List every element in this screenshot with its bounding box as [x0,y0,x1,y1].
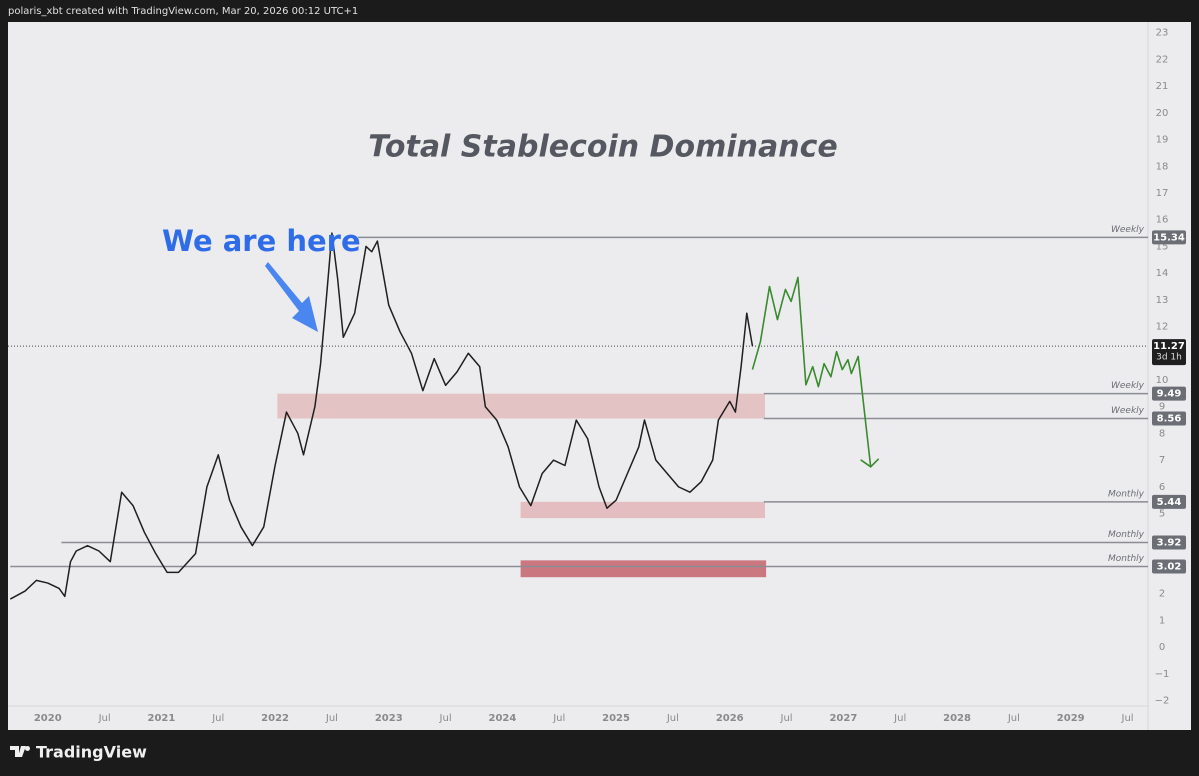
x-tick-label: 2026 [716,713,744,724]
x-tick-label: Jul [439,713,452,724]
chart-area [8,22,1191,730]
y-tick-label: −1 [1155,669,1170,680]
x-tick-label: 2023 [375,713,403,724]
level-value: 9.49 [1157,389,1182,400]
x-tick-label: Jul [1007,713,1020,724]
y-tick-label: 16 [1156,215,1169,226]
level-value: 8.56 [1157,413,1182,424]
y-tick-label: 17 [1156,188,1169,199]
level-label: Monthly [1108,530,1145,540]
level-label: Monthly [1108,489,1145,499]
y-tick-label: 10 [1156,375,1169,386]
x-tick-label: 2029 [1057,713,1085,724]
level-tag [1152,494,1186,509]
level-value: 5.44 [1157,497,1182,508]
x-tick-label: Jul [98,713,111,724]
y-tick-label: 2 [1159,589,1165,600]
level-tag [1152,386,1186,401]
y-tick-label: 21 [1156,81,1169,92]
y-tick-label: 22 [1156,54,1169,65]
projection-line [751,276,872,467]
header-text: polaris_xbt created with TradingView.com… [8,6,358,17]
brand-logo-dot [25,746,30,751]
zone [520,560,767,578]
current-price-value: 11.27 [1153,341,1185,352]
x-tick-label: 2022 [261,713,289,724]
x-tick-label: 2021 [148,713,176,724]
annotation-arrow [265,262,318,332]
current-price-tag [1152,339,1186,366]
y-tick-label: 1 [1159,615,1165,626]
chart-title: Total Stablecoin Dominance [368,130,837,165]
price-line [9,232,754,600]
x-tick-label: Jul [893,713,906,724]
y-tick-label: 6 [1159,482,1165,493]
y-tick-label: 7 [1159,455,1165,466]
y-tick-label: 5 [1159,509,1165,520]
x-tick-label: Jul [780,713,793,724]
y-tick-label: −2 [1155,696,1170,707]
level-tag [1152,535,1186,550]
projection-arrowhead [860,458,880,468]
y-tick-label: 14 [1156,268,1169,279]
level-label: Monthly [1108,554,1145,564]
brand-logo [10,746,26,757]
level-tag [1152,230,1186,245]
x-tick-label: Jul [552,713,565,724]
zone [277,393,765,419]
y-tick-label: 15 [1156,241,1169,252]
level-value: 3.02 [1157,561,1182,572]
y-tick-label: 19 [1156,135,1169,146]
countdown: 3d 1h [1156,353,1182,363]
x-tick-label: 2024 [488,713,516,724]
y-tick-label: 20 [1156,108,1169,119]
x-tick-label: Jul [211,713,224,724]
level-label: Weekly [1111,381,1145,391]
x-tick-label: Jul [666,713,679,724]
y-tick-label: 0 [1159,642,1165,653]
brand: TradingView [10,743,147,762]
x-tick-label: 2028 [943,713,971,724]
y-tick-label: 8 [1159,428,1165,439]
level-value: 15.34 [1153,232,1185,243]
level-tag [1152,411,1186,426]
x-tick-label: 2020 [34,713,62,724]
level-label: Weekly [1111,225,1145,235]
y-tick-label: 23 [1156,28,1169,39]
x-tick-label: Jul [325,713,338,724]
level-value: 3.92 [1157,537,1182,548]
zone [520,501,765,519]
y-tick-label: 18 [1156,161,1169,172]
x-tick-label: 2025 [602,713,630,724]
y-tick-label: 9 [1159,402,1165,413]
level-label: Weekly [1111,406,1145,416]
y-tick-label: 13 [1156,295,1169,306]
y-tick-label: 12 [1156,322,1169,333]
level-tag [1152,559,1186,574]
brand-name: TradingView [36,743,147,762]
x-tick-label: 2027 [829,713,857,724]
x-tick-label: Jul [1121,713,1134,724]
annotation: We are here [162,224,361,258]
